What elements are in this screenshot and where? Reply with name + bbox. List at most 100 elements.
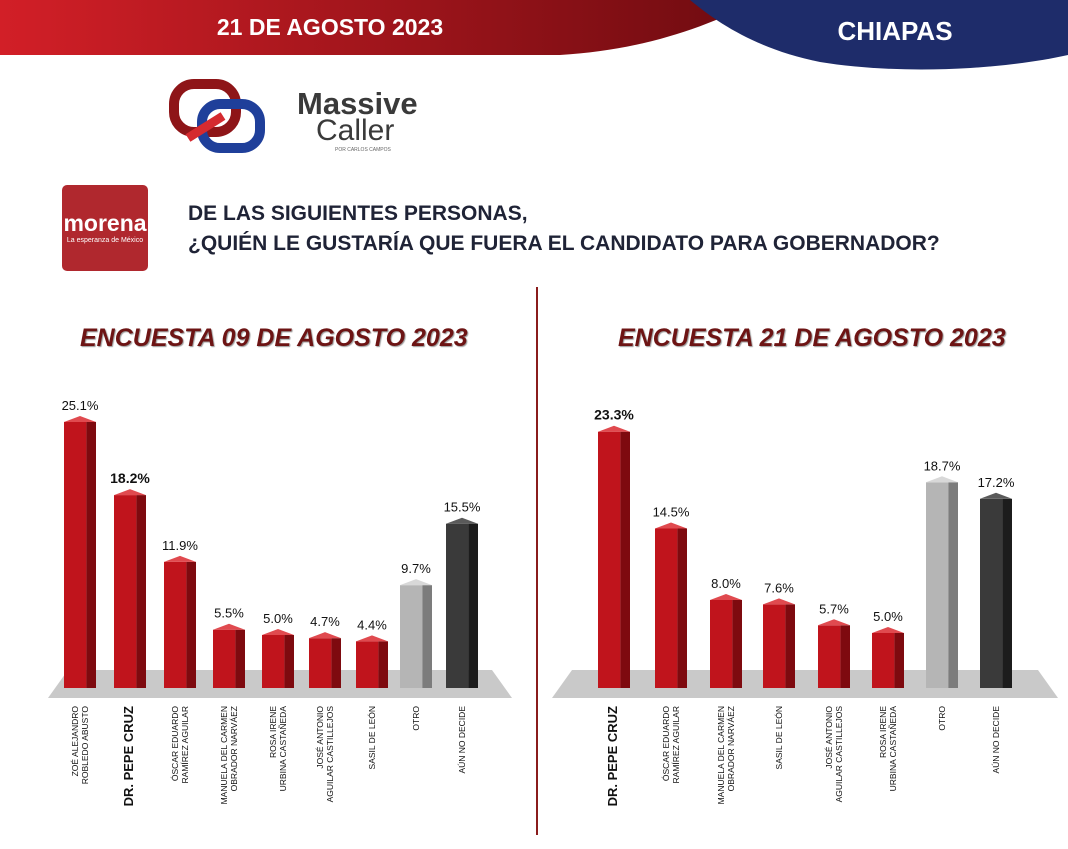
data-label: 23.3% xyxy=(594,407,634,423)
bar-side xyxy=(86,421,96,688)
category-label-line: ÓSCAR EDUARDO xyxy=(170,706,180,781)
data-label: 9.7% xyxy=(401,561,431,576)
bar-side xyxy=(1002,498,1012,688)
party-tagline: La esperanza de México xyxy=(66,237,144,244)
bar-top xyxy=(356,635,388,642)
category-label: SASIL DE LEÓN xyxy=(367,706,377,769)
bar-side xyxy=(948,482,958,688)
bar-group: 4.4% SASIL DE LEÓN xyxy=(356,617,388,769)
category-label-line: AÚN NO DECIDE xyxy=(991,706,1001,774)
data-label: 14.5% xyxy=(653,505,690,520)
bar xyxy=(400,585,423,688)
bar-group: 4.7% JOSÉ ANTONIOAGUILAR CASTILLEJOS xyxy=(309,614,341,802)
category-label: ÓSCAR EDUARDORAMÍREZ AGUILAR xyxy=(661,706,681,784)
category-label-line: RAMÍREZ AGUILAR xyxy=(180,706,190,783)
bar-group: 9.7% OTRO xyxy=(400,561,432,731)
data-label: 11.9% xyxy=(162,538,198,553)
data-label: 4.7% xyxy=(310,614,340,629)
bar-group: 17.2% AÚN NO DECIDE xyxy=(978,475,1015,774)
bar xyxy=(262,635,285,688)
category-label-line: URBINA CASTAÑEDA xyxy=(888,706,898,792)
data-label: 18.7% xyxy=(924,458,961,473)
category-label: JOSÉ ANTONIOAGUILAR CASTILLEJOS xyxy=(824,706,844,803)
bar-top xyxy=(446,517,478,524)
data-label: 5.7% xyxy=(819,601,849,616)
bar xyxy=(655,528,678,688)
category-label: ROSA IRENEURBINA CASTAÑEDA xyxy=(878,706,898,792)
bar-side xyxy=(732,600,742,688)
bar xyxy=(926,482,949,688)
bar xyxy=(114,495,137,688)
bar xyxy=(356,641,379,688)
category-label-line: JOSÉ ANTONIO xyxy=(315,706,325,769)
bar xyxy=(818,625,841,688)
bar-group: 5.0% ROSA IRENEURBINA CASTAÑEDA xyxy=(872,609,904,791)
category-label: DR. PEPE CRUZ xyxy=(121,706,136,806)
bar-group: 5.0% ROSA IRENEURBINA CASTAÑEDA xyxy=(262,611,294,791)
bar xyxy=(309,638,332,688)
bar-group: 7.6% SASIL DE LEÓN xyxy=(763,580,795,769)
category-label-line: AGUILAR CASTILLEJOS xyxy=(325,706,335,803)
category-label: OTRO xyxy=(937,706,947,731)
bar-group: 5.5% MANUELA DEL CARMENOBRADOR NARVÁEZ xyxy=(213,606,245,804)
bar-top xyxy=(213,623,245,630)
data-label: 5.0% xyxy=(873,609,903,624)
category-label: JOSÉ ANTONIOAGUILAR CASTILLEJOS xyxy=(315,706,335,803)
bar-side xyxy=(331,638,341,688)
bar-top xyxy=(872,627,904,633)
question-line1: DE LAS SIGUIENTES PERSONAS, xyxy=(188,202,528,225)
category-label-line: OTRO xyxy=(937,706,947,731)
data-label: 8.0% xyxy=(711,576,741,591)
category-label-line: DR. PEPE CRUZ xyxy=(605,706,620,806)
category-label-line: ÓSCAR EDUARDO xyxy=(661,706,671,781)
data-label: 5.0% xyxy=(263,611,293,626)
bar-top xyxy=(818,619,850,626)
bar-top xyxy=(164,555,196,562)
bar xyxy=(64,421,87,688)
category-label-line: ZOÉ ALEJANDRO xyxy=(70,706,80,777)
bar-side xyxy=(840,625,850,688)
category-label: SASIL DE LEÓN xyxy=(774,706,784,769)
bar-side xyxy=(235,629,245,688)
data-label: 7.6% xyxy=(764,580,794,595)
bar-top xyxy=(926,476,958,483)
category-label-line: MANUELA DEL CARMEN xyxy=(219,706,229,804)
bar-side xyxy=(378,641,388,688)
category-label: MANUELA DEL CARMENOBRADOR NARVÁEZ xyxy=(219,706,239,804)
category-label-line: AGUILAR CASTILLEJOS xyxy=(834,706,844,803)
category-label: ROSA IRENEURBINA CASTAÑEDA xyxy=(268,706,288,792)
data-label: 18.2% xyxy=(110,470,150,486)
category-label-line: DR. PEPE CRUZ xyxy=(121,706,136,806)
bar xyxy=(710,600,733,688)
data-label: 5.5% xyxy=(214,606,244,621)
bar-top xyxy=(64,415,96,422)
bar-top xyxy=(710,594,742,600)
category-label-line: ROSA IRENE xyxy=(878,706,888,758)
category-label-line: AÚN NO DECIDE xyxy=(457,706,467,774)
category-label-line: ROBLEDO ABUSTO xyxy=(80,706,90,785)
bar-side xyxy=(136,495,146,688)
data-label: 4.4% xyxy=(357,617,387,632)
divider xyxy=(536,287,538,835)
category-label: OTRO xyxy=(411,706,421,731)
chart-title-2: ENCUESTA 21 DE AGOSTO 2023 xyxy=(618,324,1006,352)
category-label-line: URBINA CASTAÑEDA xyxy=(278,706,288,792)
data-label: 17.2% xyxy=(978,475,1015,490)
bar-top xyxy=(763,598,795,605)
category-label-line: SASIL DE LEÓN xyxy=(367,706,377,769)
bar-side xyxy=(620,431,630,688)
bar-top xyxy=(655,522,687,529)
header-state: CHIAPAS xyxy=(837,16,953,46)
bar-top xyxy=(262,629,294,635)
brand-name-line2: Caller xyxy=(316,114,395,147)
bar xyxy=(213,629,236,688)
bar xyxy=(872,633,895,688)
brand-tagline: POR CARLOS CAMPOS xyxy=(335,147,391,153)
bar-group: 18.7% OTRO xyxy=(924,458,961,730)
bar-side xyxy=(785,604,795,688)
category-label-line: MANUELA DEL CARMEN xyxy=(716,706,726,804)
bar-top xyxy=(309,632,341,639)
bar-group: 11.9% ÓSCAR EDUARDORAMÍREZ AGUILAR xyxy=(162,538,198,784)
